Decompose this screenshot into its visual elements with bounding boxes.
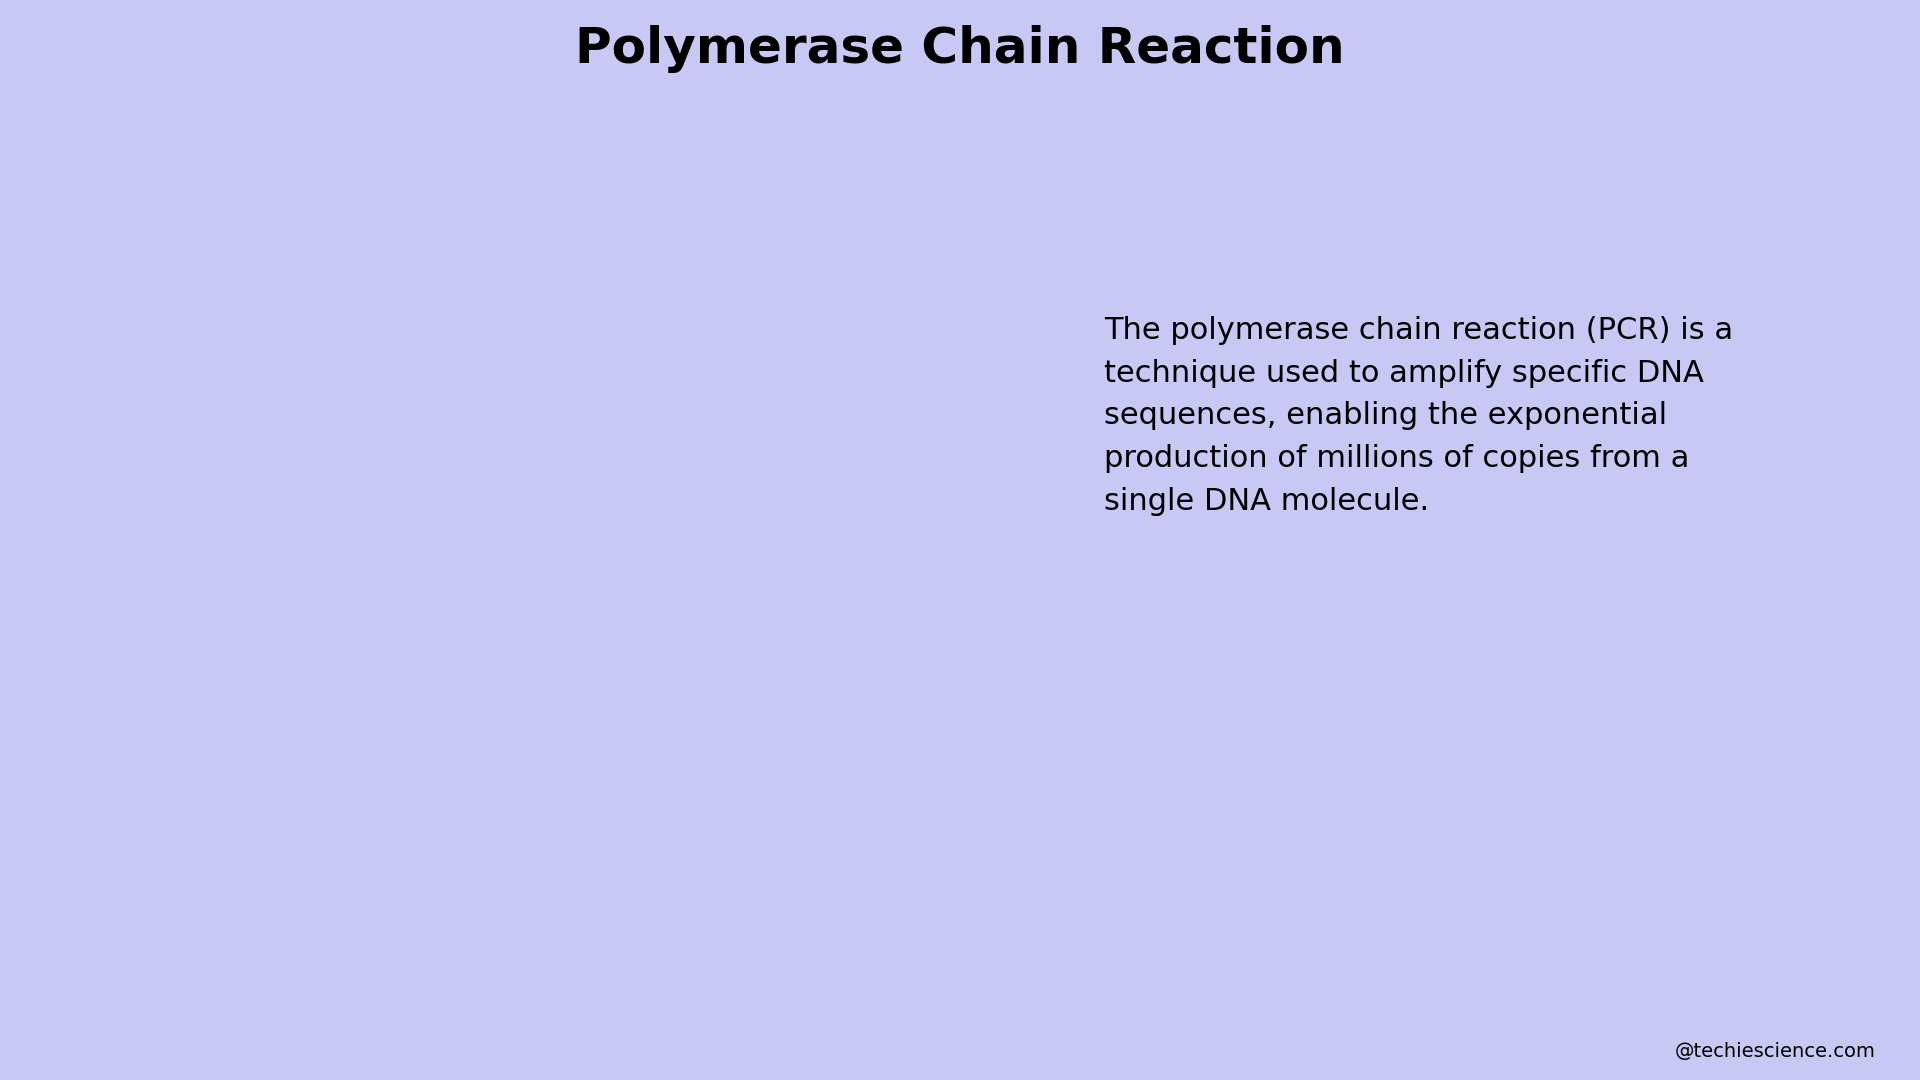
Text: @techiescience.com: @techiescience.com [1674,1041,1876,1061]
Text: The polymerase chain reaction (PCR) is a
technique used to amplify specific DNA
: The polymerase chain reaction (PCR) is a… [1104,315,1734,516]
Text: Polymerase Chain Reaction: Polymerase Chain Reaction [576,25,1344,72]
